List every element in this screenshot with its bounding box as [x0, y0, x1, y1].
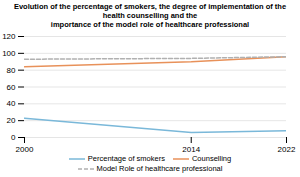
html-text:Percentage of smokers: Percentage of smokers: [87, 154, 165, 163]
svg-text:40: 40: [7, 99, 16, 108]
html-text:Model Role of healthcare profe: Model Role of healthcare professional: [96, 164, 223, 173]
html-text:Evolution of the percentage of: Evolution of the percentage of smokers, …: [13, 2, 287, 29]
svg-text:80: 80: [7, 66, 16, 75]
svg-text:2014: 2014: [182, 145, 200, 153]
svg-text:120: 120: [2, 32, 16, 41]
svg-text:2000: 2000: [16, 145, 34, 153]
svg-text:60: 60: [7, 83, 16, 92]
svg-text:20: 20: [7, 116, 16, 125]
html-text:Counselling: Counselling: [192, 154, 232, 163]
svg-text:100: 100: [2, 49, 16, 58]
svg-text:2022: 2022: [278, 145, 296, 153]
svg-text:0: 0: [11, 133, 16, 142]
